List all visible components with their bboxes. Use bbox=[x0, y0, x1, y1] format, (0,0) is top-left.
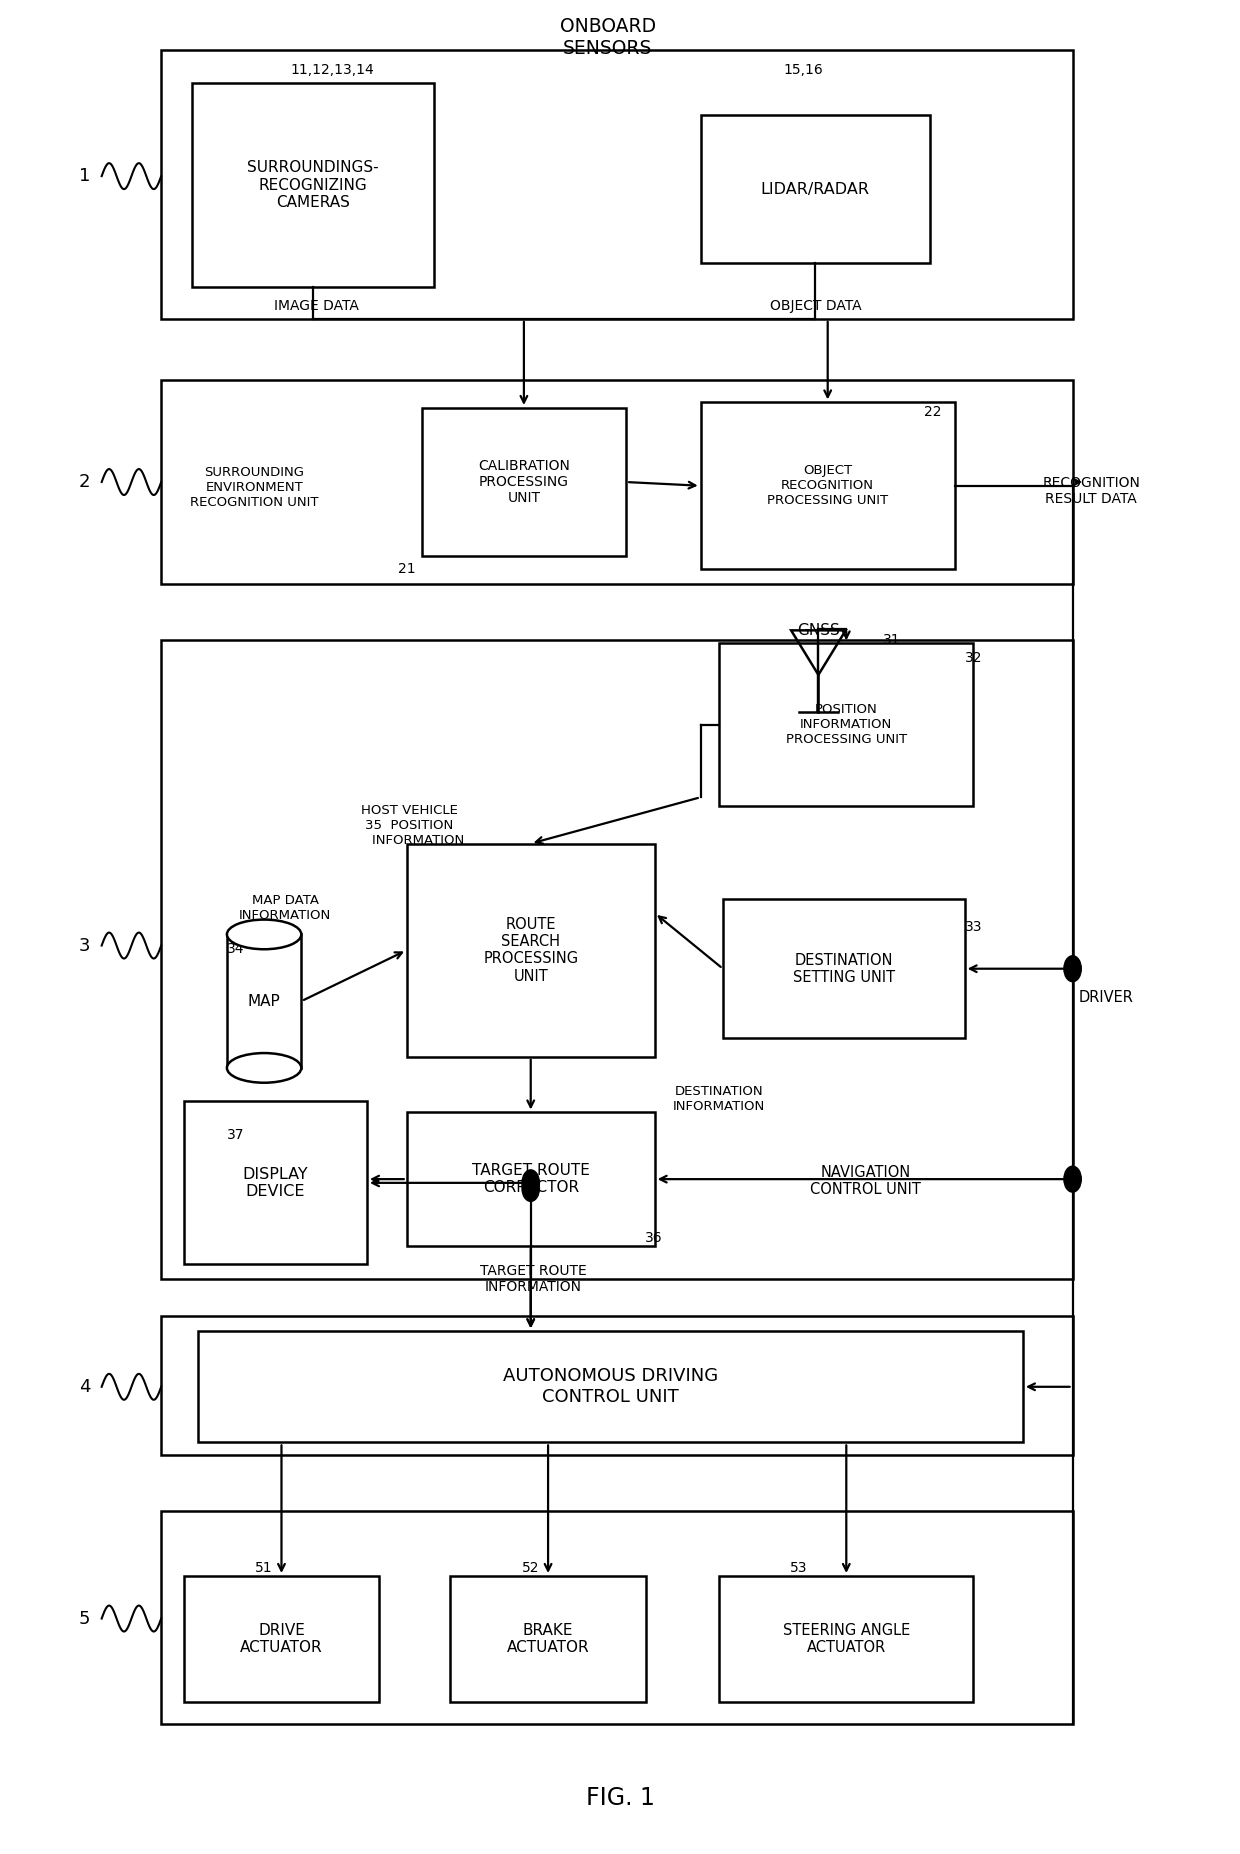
Bar bbox=[719, 1576, 973, 1702]
Text: MAP: MAP bbox=[248, 994, 280, 1009]
Text: CALIBRATION
PROCESSING
UNIT: CALIBRATION PROCESSING UNIT bbox=[477, 458, 570, 506]
Bar bbox=[701, 402, 955, 569]
Text: OBJECT
RECOGNITION
PROCESSING UNIT: OBJECT RECOGNITION PROCESSING UNIT bbox=[768, 464, 888, 508]
Bar bbox=[407, 844, 655, 1057]
Bar bbox=[701, 115, 930, 263]
Text: RECOGNITION
RESULT DATA: RECOGNITION RESULT DATA bbox=[1043, 476, 1140, 506]
Text: DESTINATION
SETTING UNIT: DESTINATION SETTING UNIT bbox=[792, 953, 895, 984]
Text: 1: 1 bbox=[78, 167, 91, 185]
Circle shape bbox=[522, 1175, 539, 1201]
Text: 53: 53 bbox=[790, 1561, 807, 1576]
Circle shape bbox=[1064, 1166, 1081, 1192]
Bar bbox=[227, 934, 301, 1068]
Bar bbox=[450, 1576, 646, 1702]
Text: TARGET ROUTE
CORRECTOR: TARGET ROUTE CORRECTOR bbox=[471, 1162, 590, 1196]
Bar bbox=[161, 380, 1073, 584]
Text: STEERING ANGLE
ACTUATOR: STEERING ANGLE ACTUATOR bbox=[782, 1622, 910, 1656]
Text: ONBOARD
SENSORS: ONBOARD SENSORS bbox=[559, 17, 656, 57]
Text: 34: 34 bbox=[227, 942, 244, 957]
Text: GNSS: GNSS bbox=[797, 623, 839, 638]
Text: AUTONOMOUS DRIVING
CONTROL UNIT: AUTONOMOUS DRIVING CONTROL UNIT bbox=[503, 1368, 718, 1405]
Text: 5: 5 bbox=[78, 1609, 91, 1628]
Text: LIDAR/RADAR: LIDAR/RADAR bbox=[761, 182, 869, 197]
Bar bbox=[184, 1101, 367, 1264]
Bar bbox=[422, 408, 626, 556]
Text: 4: 4 bbox=[78, 1378, 91, 1396]
Text: SURROUNDING
ENVIRONMENT
RECOGNITION UNIT: SURROUNDING ENVIRONMENT RECOGNITION UNIT bbox=[190, 465, 319, 510]
Text: HOST VEHICLE
35  POSITION
    INFORMATION: HOST VEHICLE 35 POSITION INFORMATION bbox=[355, 803, 464, 847]
Text: 37: 37 bbox=[227, 1127, 244, 1142]
Bar bbox=[184, 1576, 379, 1702]
Text: SURROUNDINGS-
RECOGNIZING
CAMERAS: SURROUNDINGS- RECOGNIZING CAMERAS bbox=[247, 161, 379, 210]
Text: 31: 31 bbox=[883, 632, 900, 647]
Text: 11,12,13,14: 11,12,13,14 bbox=[290, 63, 374, 78]
Text: 2: 2 bbox=[78, 473, 91, 491]
Circle shape bbox=[1064, 957, 1081, 983]
Text: 22: 22 bbox=[924, 404, 941, 419]
Text: MAP DATA
INFORMATION: MAP DATA INFORMATION bbox=[239, 894, 331, 923]
Text: DRIVER: DRIVER bbox=[1079, 990, 1133, 1005]
Text: BRAKE
ACTUATOR: BRAKE ACTUATOR bbox=[507, 1622, 589, 1656]
Bar bbox=[198, 1331, 1023, 1442]
Text: DRIVE
ACTUATOR: DRIVE ACTUATOR bbox=[241, 1622, 322, 1656]
Text: POSITION
INFORMATION
PROCESSING UNIT: POSITION INFORMATION PROCESSING UNIT bbox=[786, 703, 906, 747]
Bar bbox=[192, 83, 434, 287]
Text: TARGET ROUTE
INFORMATION: TARGET ROUTE INFORMATION bbox=[480, 1264, 587, 1294]
Bar bbox=[161, 1511, 1073, 1724]
Text: 36: 36 bbox=[645, 1231, 662, 1246]
Text: ROUTE
SEARCH
PROCESSING
UNIT: ROUTE SEARCH PROCESSING UNIT bbox=[484, 916, 578, 984]
Text: 3: 3 bbox=[78, 936, 91, 955]
Text: OBJECT DATA: OBJECT DATA bbox=[770, 298, 862, 313]
Text: 51: 51 bbox=[255, 1561, 273, 1576]
Ellipse shape bbox=[227, 920, 301, 949]
Text: 21: 21 bbox=[398, 562, 415, 577]
Text: 52: 52 bbox=[522, 1561, 539, 1576]
Text: 33: 33 bbox=[965, 920, 982, 934]
Bar bbox=[161, 640, 1073, 1279]
Circle shape bbox=[522, 1170, 539, 1196]
Text: IMAGE DATA: IMAGE DATA bbox=[274, 298, 358, 313]
Bar bbox=[407, 1112, 655, 1246]
Text: DESTINATION
INFORMATION: DESTINATION INFORMATION bbox=[673, 1085, 765, 1114]
Text: NAVIGATION
CONTROL UNIT: NAVIGATION CONTROL UNIT bbox=[810, 1164, 921, 1198]
Bar bbox=[723, 899, 965, 1038]
Bar bbox=[719, 643, 973, 806]
Bar bbox=[161, 50, 1073, 319]
Text: 15,16: 15,16 bbox=[784, 63, 823, 78]
Ellipse shape bbox=[227, 1053, 301, 1083]
Text: FIG. 1: FIG. 1 bbox=[585, 1787, 655, 1810]
Text: 32: 32 bbox=[965, 651, 982, 666]
Text: DISPLAY
DEVICE: DISPLAY DEVICE bbox=[243, 1166, 308, 1200]
Bar bbox=[161, 1316, 1073, 1455]
